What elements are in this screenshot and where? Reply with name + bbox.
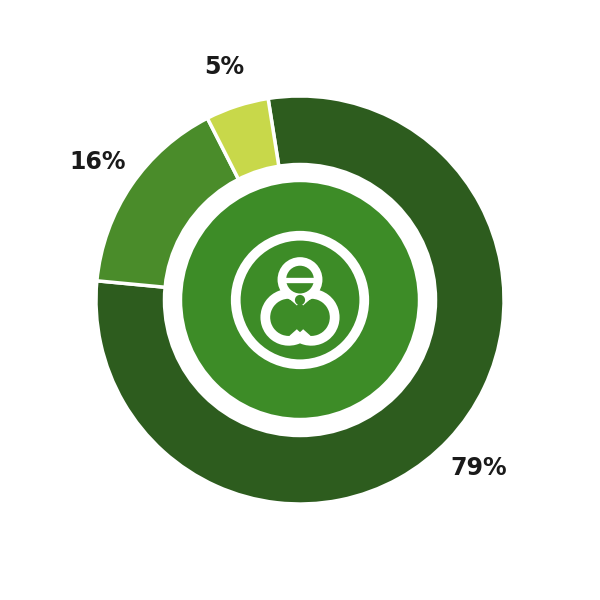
Wedge shape xyxy=(208,98,280,187)
Circle shape xyxy=(286,266,314,293)
Circle shape xyxy=(291,308,309,326)
Text: 5%: 5% xyxy=(204,55,244,79)
Wedge shape xyxy=(97,118,242,288)
Circle shape xyxy=(295,295,305,305)
Wedge shape xyxy=(96,96,504,504)
Circle shape xyxy=(173,173,427,427)
Text: 16%: 16% xyxy=(69,151,126,175)
Text: 79%: 79% xyxy=(450,455,507,479)
Circle shape xyxy=(278,257,322,302)
